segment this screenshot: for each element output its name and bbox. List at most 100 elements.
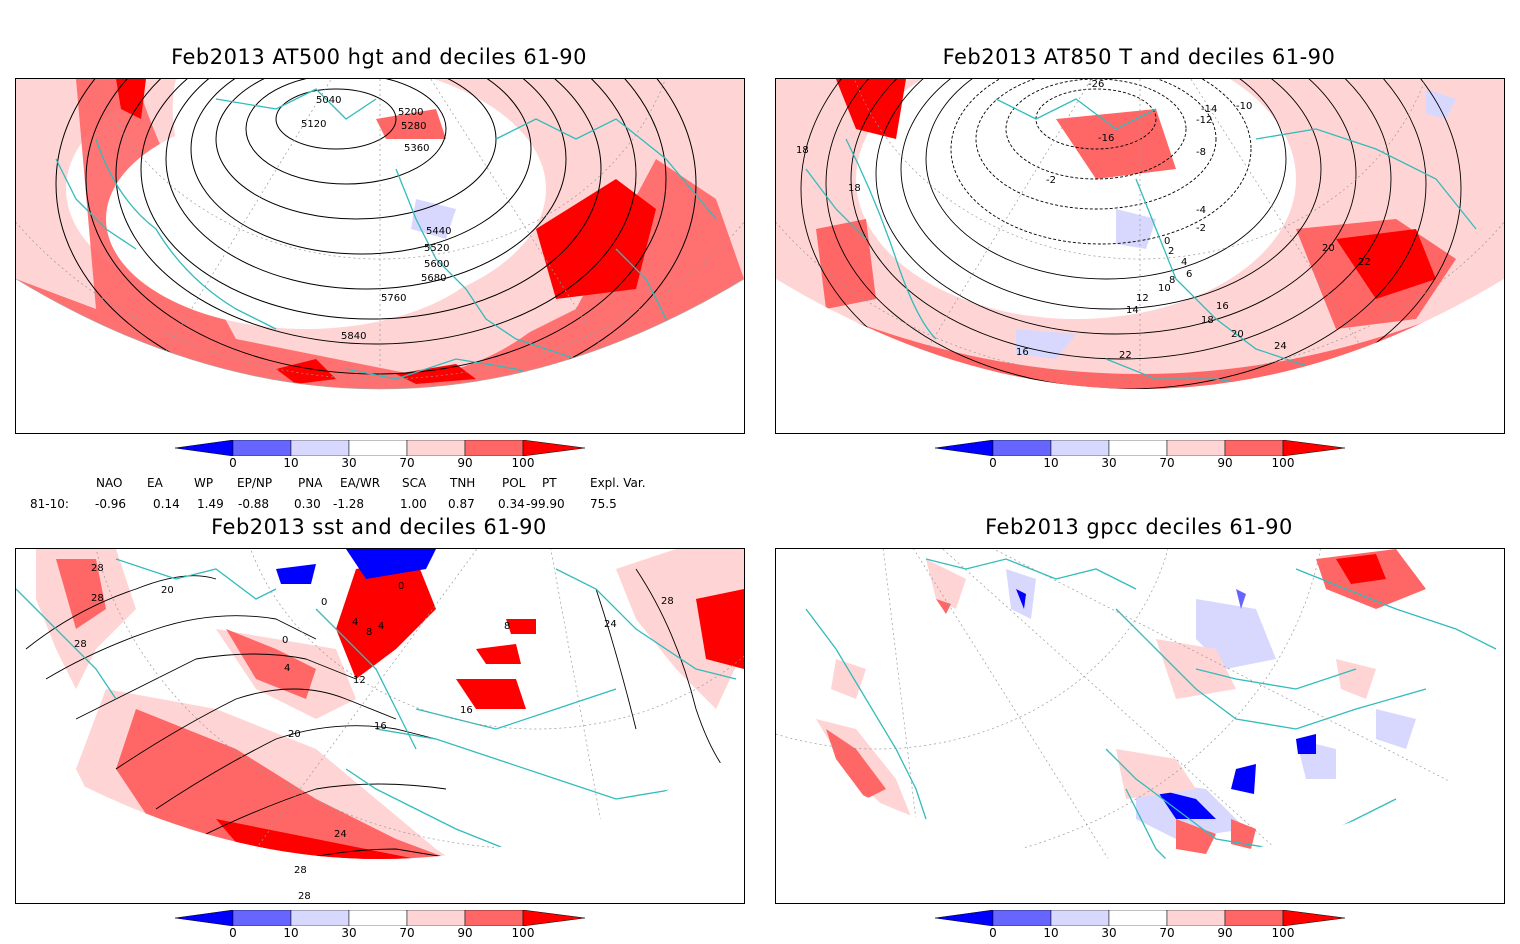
- index-header: EA: [147, 476, 163, 490]
- contour-label: 8: [366, 627, 372, 638]
- contour-label: 24: [334, 829, 347, 840]
- index-value: 0.14: [153, 497, 180, 511]
- panel-title-gpcc: Feb2013 gpcc deciles 61-90: [985, 515, 1293, 539]
- index-value: 0.34: [498, 497, 525, 511]
- contour-label: 22: [1119, 350, 1132, 361]
- contour-label: 5760: [381, 293, 406, 304]
- index-header: WP: [194, 476, 214, 490]
- colorbar-bottom-right: 0 10 30 70 90 100: [934, 909, 1355, 944]
- colorbar-label: 0: [989, 456, 997, 470]
- contour-label: 0: [398, 581, 404, 592]
- contour-label: 5440: [426, 226, 451, 237]
- colorbar-label: 70: [1159, 926, 1175, 940]
- colorbar-label: 30: [1101, 926, 1117, 940]
- contour-label: 18: [848, 183, 861, 194]
- contour-label: 0: [282, 635, 288, 646]
- contour-label: 28: [91, 593, 104, 604]
- index-value: 0.87: [448, 497, 475, 511]
- map-panel-t850: -26 -14 -12 -10 -16 -8 -2 -4 -2 0 2 4 6 …: [775, 78, 1505, 434]
- contour-label: -16: [1098, 133, 1114, 144]
- contour-label: 28: [661, 596, 674, 607]
- index-value: -0.96: [95, 497, 127, 511]
- colorbar-swatches: [934, 439, 1346, 457]
- contour-label: 4: [352, 617, 358, 628]
- colorbar-swatches: [934, 909, 1346, 927]
- map-gpcc: [776, 549, 1504, 859]
- contour-label: 18: [796, 145, 809, 156]
- colorbar-label: 90: [1217, 456, 1233, 470]
- panel-title-hgt500: Feb2013 AT500 hgt and deciles 61-90: [171, 45, 587, 69]
- contour-label: -8: [1196, 147, 1206, 158]
- map-panel-sst: 28 28 28 20 0 0 4 8 4 0 4 12 16 20 24 28…: [15, 548, 745, 904]
- contour-label: 16: [1216, 301, 1229, 312]
- colorbar-label: 10: [1043, 926, 1059, 940]
- panel-title-sst: Feb2013 sst and deciles 61-90: [211, 515, 547, 539]
- index-value: -1.28: [333, 497, 365, 511]
- colorbar-label: 10: [1043, 456, 1059, 470]
- contour-label: 18: [1201, 315, 1214, 326]
- colorbar-label: 70: [1159, 456, 1175, 470]
- contour-label: -12: [1196, 115, 1212, 126]
- contour-label: -2: [1196, 223, 1206, 234]
- contour-label: 12: [1136, 293, 1149, 304]
- contour-label: 5360: [404, 143, 429, 154]
- colorbar-label: 0: [989, 926, 997, 940]
- colorbar-label: 90: [1217, 926, 1233, 940]
- index-value: 0.30: [294, 497, 321, 511]
- contour-label: 20: [1231, 329, 1244, 340]
- colorbar-label: 10: [283, 926, 299, 940]
- contour-label: 8: [504, 621, 510, 632]
- contour-label: -10: [1236, 101, 1252, 112]
- colorbar-label: 30: [341, 456, 357, 470]
- contour-label: 16: [1016, 347, 1029, 358]
- map-panel-gpcc: [775, 548, 1505, 904]
- map-hgt500: 5040 5120 5200 5280 5360 5440 5520 5600 …: [16, 79, 744, 390]
- contour-label: 0: [321, 597, 327, 608]
- contour-label: 22: [1358, 257, 1371, 268]
- map-panel-hgt500: 5040 5120 5200 5280 5360 5440 5520 5600 …: [15, 78, 745, 434]
- contour-label: 16: [374, 721, 387, 732]
- colorbar-label: 90: [457, 926, 473, 940]
- contour-label: 6: [1186, 269, 1192, 280]
- contour-label: 14: [1126, 305, 1139, 316]
- contour-label: 5600: [424, 259, 449, 270]
- contour-label: 24: [604, 619, 617, 630]
- index-value: 1.49: [197, 497, 224, 511]
- panel-title-t850: Feb2013 AT850 T and deciles 61-90: [942, 45, 1336, 69]
- index-header: PT: [542, 476, 557, 490]
- map-sst: 28 28 28 20 0 0 4 8 4 0 4 12 16 20 24 28…: [16, 549, 744, 902]
- contour-label: -4: [1196, 205, 1206, 216]
- colorbar-label: 10: [283, 456, 299, 470]
- contour-label: 8: [1169, 275, 1175, 286]
- colorbar-top-left: 0 10 30 70 90 100: [174, 439, 595, 474]
- contour-label: 5040: [316, 95, 341, 106]
- contour-label: 16: [460, 705, 473, 716]
- index-header: SCA: [402, 476, 427, 490]
- colorbar-swatches: [174, 909, 586, 927]
- index-value: -0.88: [238, 497, 270, 511]
- contour-label: 5280: [401, 121, 426, 132]
- contour-label: 4: [1181, 257, 1187, 268]
- colorbar-label: 0: [229, 926, 237, 940]
- contour-label: 24: [1274, 341, 1287, 352]
- contour-label: 12: [353, 675, 366, 686]
- contour-label: -14: [1201, 104, 1217, 115]
- contour-label: 5680: [421, 273, 446, 284]
- contour-label: 5840: [341, 331, 366, 342]
- contour-label: 5120: [301, 119, 326, 130]
- contour-label: 20: [288, 729, 301, 740]
- contour-label: 28: [298, 891, 311, 902]
- colorbar-label: 100: [511, 926, 535, 940]
- colorbar-bottom-left: 0 10 30 70 90 100: [174, 909, 595, 944]
- contour-label: -26: [1088, 79, 1104, 90]
- colorbar-label: 90: [457, 456, 473, 470]
- index-header: NAO: [96, 476, 123, 490]
- index-value: 75.5: [590, 497, 617, 511]
- contour-label: 2: [1168, 246, 1174, 257]
- index-header: EP/NP: [237, 476, 273, 490]
- index-header: TNH: [450, 476, 476, 490]
- colorbar-label: 70: [399, 456, 415, 470]
- contour-label: 5200: [398, 107, 423, 118]
- contour-label: 28: [294, 865, 307, 876]
- index-row-label: 81-10:: [30, 497, 69, 511]
